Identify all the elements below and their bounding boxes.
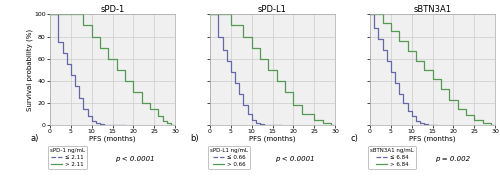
Title: sPD-1: sPD-1: [100, 4, 124, 14]
Y-axis label: Survival probability (%): Survival probability (%): [26, 29, 33, 111]
Text: c): c): [350, 134, 358, 143]
Text: a): a): [30, 134, 38, 143]
Legend: ≤ 0.66, > 0.66: ≤ 0.66, > 0.66: [208, 146, 250, 169]
Title: sBTN3A1: sBTN3A1: [414, 4, 452, 14]
Legend: ≤ 2.11, > 2.11: ≤ 2.11, > 2.11: [48, 146, 87, 169]
Text: p = 0.002: p = 0.002: [435, 156, 470, 162]
X-axis label: PFS (months): PFS (months): [249, 136, 296, 142]
X-axis label: PFS (months): PFS (months): [89, 136, 136, 142]
X-axis label: PFS (months): PFS (months): [410, 136, 456, 142]
Text: b): b): [190, 134, 198, 143]
Text: p < 0.0001: p < 0.0001: [275, 156, 314, 162]
Title: sPD-L1: sPD-L1: [258, 4, 287, 14]
Text: p < 0.0001: p < 0.0001: [115, 156, 154, 162]
Legend: ≤ 6.84, > 6.84: ≤ 6.84, > 6.84: [368, 146, 416, 169]
